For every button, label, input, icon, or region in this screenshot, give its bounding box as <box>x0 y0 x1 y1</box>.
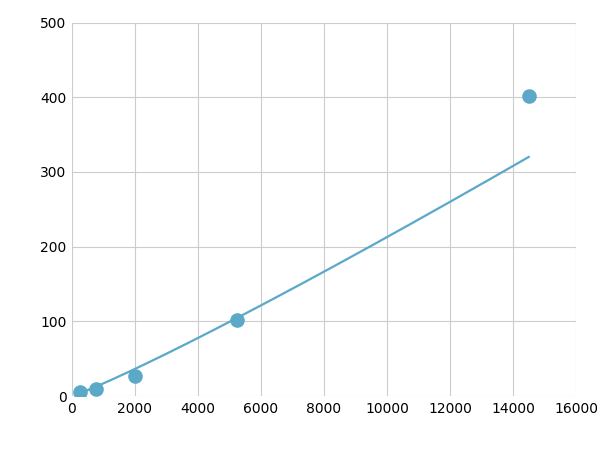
Point <box>91 385 100 392</box>
Point <box>524 92 533 99</box>
Point <box>233 316 242 324</box>
Point <box>130 372 140 379</box>
Point <box>75 389 85 396</box>
